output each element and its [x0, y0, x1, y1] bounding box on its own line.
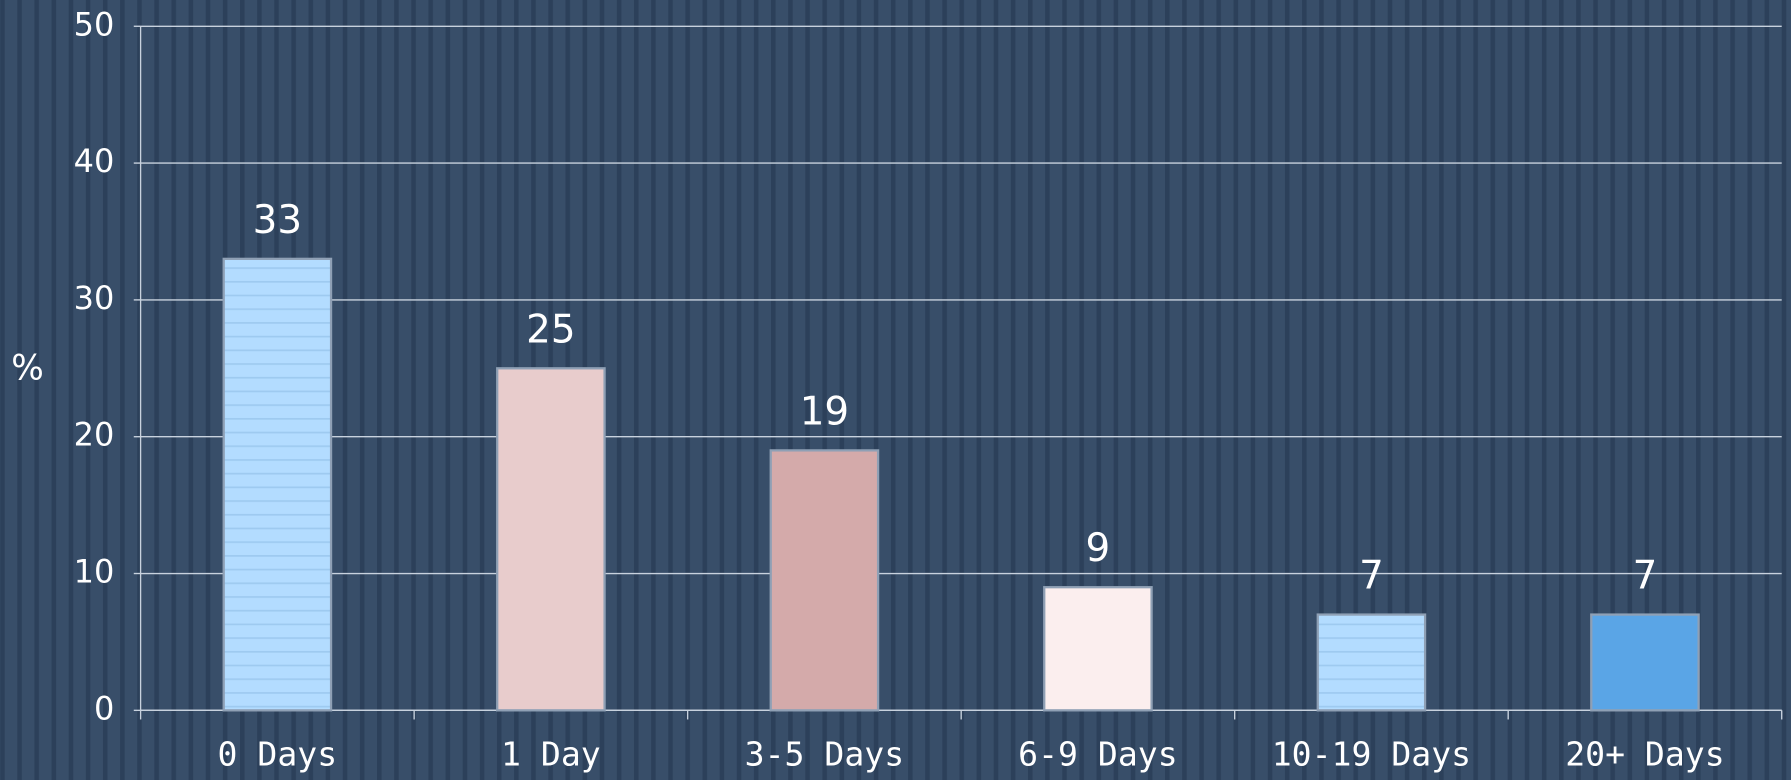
y-tick-label: 30 [74, 279, 115, 317]
value-label: 33 [253, 198, 302, 243]
bar [1316, 613, 1427, 712]
value-label: 19 [800, 389, 849, 434]
x-tick-label: 10-19 Days [1272, 735, 1471, 774]
bar [222, 257, 333, 712]
y-tick-label: 40 [74, 142, 115, 180]
y-tick-label: 0 [94, 689, 114, 727]
x-tick-label: 1 Day [501, 735, 601, 774]
x-tick-label: 0 Days [218, 735, 338, 774]
bar [1043, 586, 1153, 712]
value-label: 7 [1359, 554, 1384, 599]
bar [769, 449, 880, 712]
value-label: 9 [1086, 526, 1111, 571]
value-label: 7 [1633, 554, 1658, 599]
y-tick-label: 10 [74, 553, 115, 591]
y-tick-label: 20 [74, 416, 115, 454]
x-tick-label: 6-9 Days [1018, 735, 1177, 774]
bar [1590, 613, 1700, 712]
x-tick-label: 20+ Days [1565, 735, 1724, 774]
y-tick-label: 50 [74, 5, 115, 43]
x-tick-label: 3-5 Days [745, 735, 904, 774]
bar [496, 367, 606, 712]
value-label: 25 [526, 307, 575, 352]
y-axis-label: % [11, 349, 44, 389]
